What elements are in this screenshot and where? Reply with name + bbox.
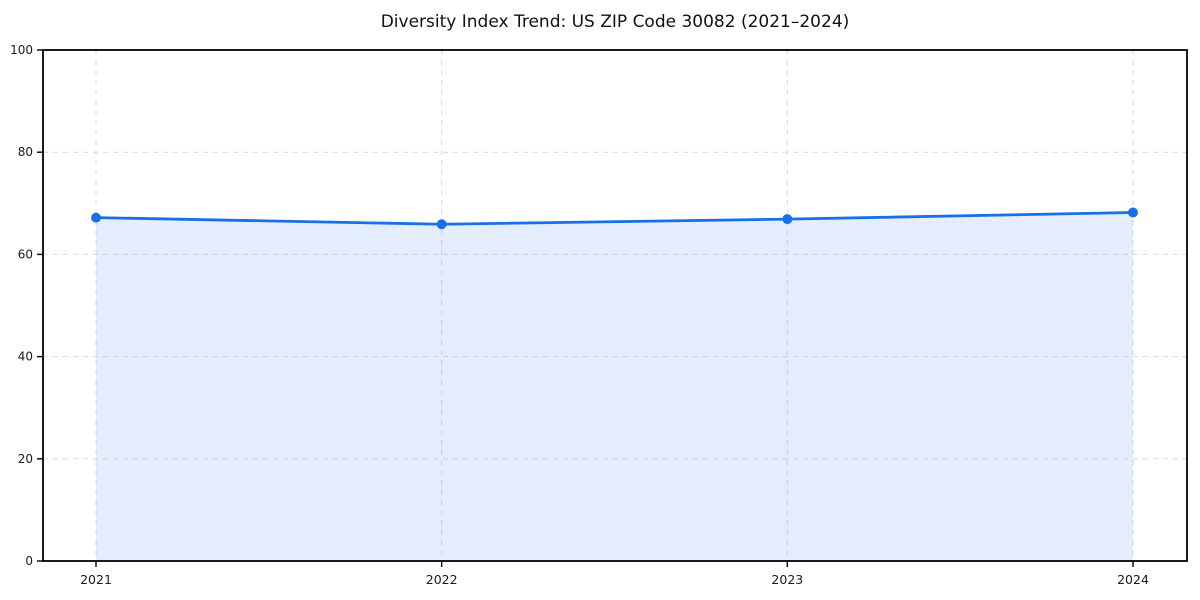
y-tick-label: 100 bbox=[10, 43, 33, 57]
chart-title: Diversity Index Trend: US ZIP Code 30082… bbox=[380, 12, 850, 32]
area-fill bbox=[96, 212, 1133, 562]
data-point bbox=[436, 219, 447, 230]
trend-line bbox=[94, 211, 1135, 226]
plot-spine-box bbox=[42, 49, 1188, 562]
y-tick-label: 80 bbox=[18, 145, 33, 159]
data-point bbox=[91, 212, 101, 223]
x-tick-label: 2021 bbox=[80, 572, 112, 587]
x-tick-label: 2022 bbox=[426, 572, 458, 587]
x-tick-label: 2024 bbox=[1117, 572, 1149, 587]
data-point bbox=[782, 214, 793, 225]
y-tick-label: 60 bbox=[18, 247, 33, 261]
y-tick-label: 40 bbox=[18, 350, 33, 364]
y-tick-label: 20 bbox=[18, 452, 33, 466]
y-tick-label: 0 bbox=[25, 554, 33, 568]
x-tick-label: 2023 bbox=[771, 572, 803, 587]
data-point bbox=[1128, 207, 1138, 218]
